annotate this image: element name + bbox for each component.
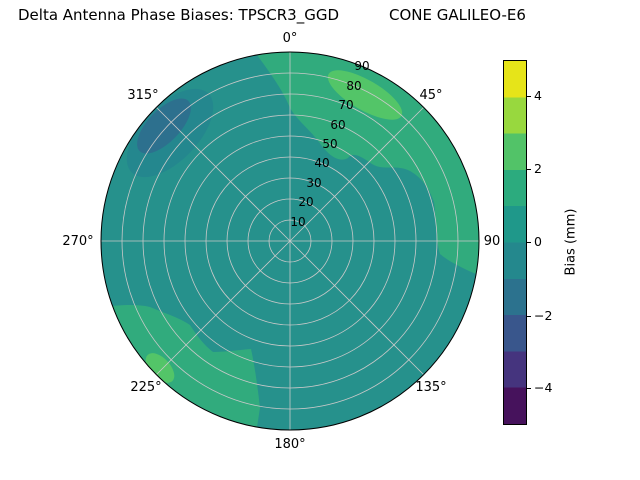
angular-tick-label-315: 315° — [127, 88, 158, 103]
polar-outline — [100, 51, 480, 431]
colorbar-gradient — [503, 60, 527, 425]
colorbar: 4 2 0 −2 −4 Bias (mm) — [503, 60, 579, 425]
colorbar-tick-label-2: 2 — [534, 160, 542, 176]
radial-tick-label-80: 80 — [346, 79, 361, 93]
angular-tick-label-270: 270° — [62, 234, 93, 249]
colorbar-tick-neg2 — [527, 316, 531, 317]
radial-tick-label-90: 90 — [354, 59, 369, 73]
colorbar-tick-label-0: 0 — [534, 233, 542, 249]
contour-region-south-west-bright — [145, 353, 175, 383]
radial-tick-labels: 90 80 70 60 50 40 30 20 10 — [290, 59, 369, 229]
contour-region-north-west-blue — [137, 98, 191, 154]
angular-tick-label-180: 180° — [274, 437, 305, 452]
colorbar-tick-2 — [527, 169, 531, 170]
colorbar-axis-label: Bias (mm) — [563, 208, 579, 276]
radial-tick-label-20: 20 — [298, 195, 313, 209]
radial-tick-label-70: 70 — [338, 98, 353, 112]
chart-title-main: Delta Antenna Phase Biases: TPSCR3_GGD — [18, 6, 339, 24]
colorbar-tick-label-4: 4 — [534, 87, 542, 103]
chart-title: Delta Antenna Phase Biases: TPSCR3_GGD C… — [18, 6, 526, 24]
radial-tick-label-40: 40 — [314, 156, 329, 170]
colorbar-tick-0 — [527, 242, 531, 243]
contour-region-south-west-green — [112, 305, 260, 427]
radial-tick-label-30: 30 — [306, 176, 321, 190]
angular-tick-label-90: 90 — [484, 234, 501, 249]
colorbar-tick-label-neg2: −2 — [534, 307, 553, 323]
radial-tick-label-50: 50 — [322, 137, 337, 151]
angular-tick-label-45: 45° — [419, 88, 442, 103]
colorbar-tick-neg4 — [527, 388, 531, 389]
angular-tick-label-225: 225° — [130, 380, 161, 395]
angular-tick-labels: 0° 45° 90 135° 180° 225° 270° 315° — [62, 31, 500, 452]
radial-tick-label-60: 60 — [330, 118, 345, 132]
polar-grid — [101, 52, 479, 430]
angular-tick-label-135: 135° — [415, 380, 446, 395]
angular-tick-label-0: 0° — [283, 31, 298, 46]
colorbar-tick-4 — [527, 96, 531, 97]
colorbar-tick-label-neg4: −4 — [534, 379, 553, 395]
chart-title-cone: CONE GALILEO-E6 — [389, 6, 526, 24]
radial-tick-label-10: 10 — [290, 215, 305, 229]
